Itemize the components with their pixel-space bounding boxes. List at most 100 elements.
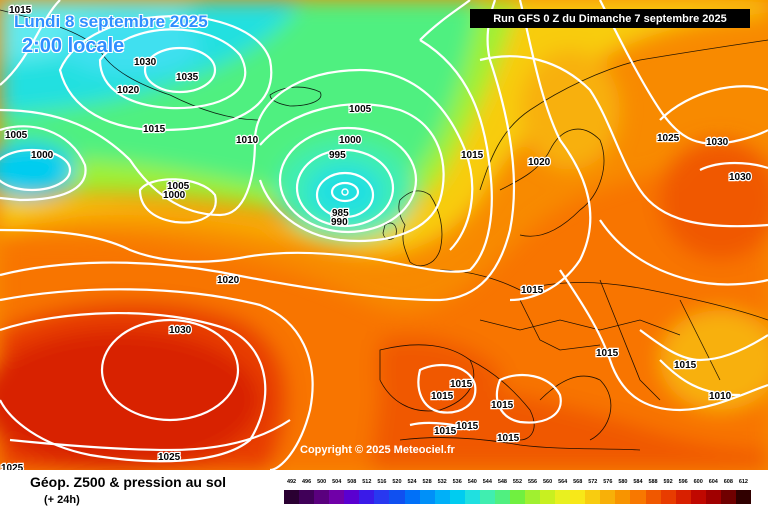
legend-swatch xyxy=(389,490,405,504)
model-run-label: Run GFS 0 Z du Dimanche 7 septembre 2025 xyxy=(470,9,750,28)
isobar-label: 1015 xyxy=(450,379,473,390)
legend-value: 592 xyxy=(663,479,673,485)
legend-swatch xyxy=(615,490,631,504)
valid-time-label: 2:00 locale xyxy=(22,35,125,57)
legend-value: 588 xyxy=(648,479,658,485)
legend-value: 576 xyxy=(603,479,613,485)
legend-value: 596 xyxy=(678,479,688,485)
legend-swatch xyxy=(419,490,435,504)
legend-swatch xyxy=(705,490,721,504)
legend-swatch xyxy=(509,490,525,504)
isobar-label: 990 xyxy=(331,217,348,228)
legend-swatch xyxy=(630,490,646,504)
legend-swatch xyxy=(645,490,661,504)
low-center-marker xyxy=(341,188,349,196)
isobar-label: 1025 xyxy=(1,463,24,470)
legend-swatches xyxy=(284,490,751,504)
legend-swatch xyxy=(449,490,465,504)
legend-value: 512 xyxy=(362,479,372,485)
isobar-label: 1020 xyxy=(528,157,551,168)
legend-swatch xyxy=(690,490,706,504)
legend-value: 584 xyxy=(633,479,643,485)
isobar-label: 1015 xyxy=(521,285,544,296)
legend-value: 556 xyxy=(527,479,538,485)
legend-value: 524 xyxy=(407,479,417,485)
isobar-label: 1035 xyxy=(176,72,199,83)
isobar-label: 985 xyxy=(332,208,349,219)
isobar-labels: 1015103010351020100510009951015101010051… xyxy=(0,4,753,470)
isobar-label: 1015 xyxy=(9,5,32,16)
legend-value: 528 xyxy=(422,479,432,485)
isobar-label: 1030 xyxy=(169,325,192,336)
legend-value: 544 xyxy=(482,479,492,485)
isobar-label: 1010 xyxy=(709,391,732,402)
legend-value: 492 xyxy=(286,479,297,485)
legend-value: 568 xyxy=(573,479,583,485)
isobar-label: 1005 xyxy=(167,181,190,192)
color-legend: 492 496 500 504 508 512 516 520 524 528 532 536 540 5… xyxy=(284,479,751,504)
isobar-label: 1000 xyxy=(163,190,186,201)
isobar-label: 1015 xyxy=(431,391,454,402)
legend-value: 532 xyxy=(437,479,447,485)
legend-value: 572 xyxy=(588,479,598,485)
forecast-range: (+ 24h) xyxy=(44,494,80,506)
legend-value: 600 xyxy=(693,479,703,485)
isobar-label: 1015 xyxy=(497,433,520,444)
legend-value: 552 xyxy=(512,479,523,485)
legend-swatch xyxy=(600,490,616,504)
isobar-label: 995 xyxy=(331,210,348,221)
legend-swatch xyxy=(434,490,450,504)
isobar-label: 1020 xyxy=(217,275,240,286)
isobar-label: 1030 xyxy=(134,57,157,68)
legend-swatch xyxy=(735,490,751,504)
isobar-label: 1005 xyxy=(349,104,372,115)
legend-swatch xyxy=(284,490,300,504)
isobars xyxy=(0,0,768,470)
isobar-label: 1025 xyxy=(657,133,680,144)
isobar-label: 1005 xyxy=(5,130,28,141)
z500-shading-darkred-high xyxy=(0,330,260,470)
isobar-label: 1000 xyxy=(339,135,362,146)
isobar-label: 1015 xyxy=(491,400,514,411)
legend-value: 540 xyxy=(467,479,477,485)
legend-swatch xyxy=(555,490,571,504)
legend-value: 564 xyxy=(558,479,568,485)
legend-value: 548 xyxy=(497,479,507,485)
z500-shading-blue-low-west xyxy=(0,142,75,198)
legend-swatch xyxy=(464,490,480,504)
legend-value: 612 xyxy=(738,479,748,485)
legend-swatch xyxy=(344,490,360,504)
legend-swatch xyxy=(540,490,556,504)
legend-swatch xyxy=(525,490,541,504)
coastlines xyxy=(0,9,768,451)
legend-swatch xyxy=(660,490,676,504)
isobar-label: 1010 xyxy=(236,135,259,146)
legend-swatch xyxy=(570,490,586,504)
isobar-label: 1015 xyxy=(434,426,457,437)
isobar-label: 1015 xyxy=(143,124,166,135)
legend-labels: 492 496 500 504 508 512 516 520 524 528 532 536 540 5… xyxy=(284,479,751,488)
legend-swatch xyxy=(494,490,510,504)
isobar-label: 1025 xyxy=(158,452,181,463)
legend-value: 560 xyxy=(543,479,553,485)
isobar-label: 1020 xyxy=(117,85,140,96)
legend-swatch xyxy=(585,490,601,504)
legend-swatch xyxy=(299,490,315,504)
legend-value: 504 xyxy=(332,479,342,485)
legend-swatch xyxy=(404,490,420,504)
z500-shading-yellow-east xyxy=(660,310,768,410)
isobar-label: 1015 xyxy=(456,421,479,432)
valid-date-label: Lundi 8 septembre 2025 xyxy=(14,12,208,31)
z500-shading-red-northeast xyxy=(660,140,768,260)
legend-swatch xyxy=(359,490,375,504)
legend-swatch xyxy=(374,490,390,504)
legend-value: 516 xyxy=(377,479,387,485)
isobar-label: 995 xyxy=(329,150,346,161)
legend-swatch xyxy=(329,490,345,504)
legend-swatch xyxy=(675,490,691,504)
isobar-label: 1015 xyxy=(674,360,697,371)
legend-value: 604 xyxy=(708,479,718,485)
legend-value: 508 xyxy=(347,479,357,485)
legend-swatch xyxy=(720,490,736,504)
